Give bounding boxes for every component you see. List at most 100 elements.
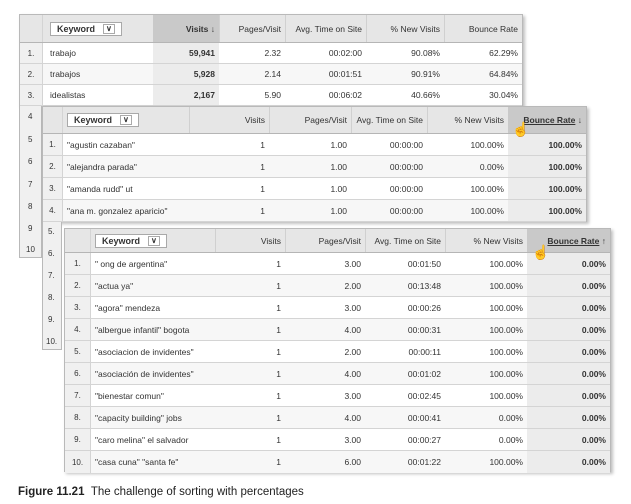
avg-time-value: 00:02:45 <box>407 390 441 401</box>
new-visits-column-header[interactable]: % New Visits <box>427 107 508 133</box>
pages-visit-value: 1.00 <box>330 139 347 150</box>
keyword-link[interactable]: "ana m. gonzalez aparicio" <box>67 205 168 216</box>
keyword-link[interactable]: "casa cuna" "santa fe" <box>95 457 179 467</box>
row-index: 9 <box>28 224 33 233</box>
avg-time-value: 00:01:02 <box>407 368 441 379</box>
row-index: 4. <box>43 200 63 221</box>
keyword-link[interactable]: "asociación de invidentes" <box>95 368 194 379</box>
row-index: 3. <box>20 85 43 105</box>
bounce-rate-header-label: Bounce Rate <box>547 235 600 246</box>
keyword-link[interactable]: idealistas <box>50 90 86 100</box>
table2-hidden-index-column: 5. 6. 7. 8. 9. 10. <box>42 222 62 350</box>
avg-time-value: 00:00:41 <box>407 412 441 423</box>
pages-visit-value: 4.00 <box>344 324 361 335</box>
row-index: 10. <box>46 337 58 346</box>
pages-visit-column-header[interactable]: Pages/Visit <box>219 15 285 42</box>
index-header <box>20 15 43 42</box>
visits-value: 1 <box>260 139 265 150</box>
bounce-rate-value: 0.00% <box>527 429 610 450</box>
avg-time-value: 00:01:50 <box>407 258 441 269</box>
keyword-link[interactable]: trabajos <box>50 69 81 79</box>
table-row: 3. "agora" mendeza 1 3.00 00:00:26 100.0… <box>65 297 610 319</box>
row-index: 10 <box>26 245 35 254</box>
keyword-link[interactable]: "agustin cazaban" <box>67 139 135 150</box>
bounce-rate-value: 0.00% <box>527 297 610 318</box>
chevron-down-icon[interactable]: ∨ <box>120 115 132 125</box>
visits-value: 1 <box>276 434 281 445</box>
table-row: 10. "casa cuna" "santa fe" 1 6.00 00:01:… <box>65 451 610 473</box>
keyword-column-header[interactable]: Keyword ∨ <box>50 15 150 42</box>
row-index: 6. <box>65 363 91 384</box>
keyword-table-visits-sorted: Keyword ∨ Visits ↓ Pages/Visit Avg. Time … <box>19 14 523 106</box>
visits-column-header[interactable]: Visits <box>215 229 285 252</box>
keyword-link[interactable]: "asociacion de invidentes" <box>95 346 194 357</box>
bounce-rate-header-label: Bounce Rate <box>523 115 576 125</box>
table-header-row: Keyword ∨ Visits Pages/Visit Avg. Time on… <box>43 107 586 134</box>
keyword-link[interactable]: "bienestar comun" <box>95 390 164 401</box>
keyword-column-header[interactable]: Keyword ∨ <box>95 229 215 252</box>
keyword-link[interactable]: "alejandra parada" <box>67 161 137 172</box>
pages-visit-value: 4.00 <box>344 412 361 423</box>
chevron-down-icon[interactable]: ∨ <box>148 235 160 246</box>
visits-value: 2,167 <box>153 85 219 105</box>
table-row: 4. "albergue infantil" bogota 1 4.00 00:… <box>65 319 610 341</box>
new-visits-value: 100.00% <box>470 183 504 194</box>
keyword-link[interactable]: "actua ya" <box>95 280 134 291</box>
bounce-rate-column-header[interactable]: Bounce Rate ↓ <box>508 107 586 133</box>
pages-visit-value: 2.00 <box>344 280 361 291</box>
pages-visit-column-header[interactable]: Pages/Visit <box>285 229 365 252</box>
keyword-table-bounce-asc: Keyword ∨ Visits Pages/Visit Avg. Time on… <box>64 228 611 473</box>
bounce-rate-value: 64.84% <box>489 69 518 79</box>
table-header-row: Keyword ∨ Visits Pages/Visit Avg. Time on… <box>65 229 610 253</box>
avg-time-value: 00:01:51 <box>328 69 362 79</box>
visits-column-header[interactable]: Visits ↓ <box>153 15 219 42</box>
keyword-link[interactable]: trabajo <box>50 48 76 58</box>
chevron-down-icon[interactable]: ∨ <box>103 23 115 34</box>
keyword-link[interactable]: "agora" mendeza <box>95 302 161 313</box>
index-header <box>43 107 63 133</box>
avg-time-column-header[interactable]: Avg. Time on Site <box>285 15 366 42</box>
avg-time-column-header[interactable]: Avg. Time on Site <box>365 229 445 252</box>
pages-visit-value: 2.00 <box>344 346 361 357</box>
keyword-link[interactable]: "amanda rudd" ut <box>67 183 133 194</box>
visits-value: 1 <box>276 390 281 401</box>
pages-visit-value: 1.00 <box>330 161 347 172</box>
avg-time-value: 00:00:11 <box>408 346 441 357</box>
row-index: 5. <box>48 227 55 236</box>
bounce-rate-value: 0.00% <box>527 319 610 340</box>
arrow-up-icon: ↑ <box>601 235 606 246</box>
table-row: 1. "agustin cazaban" 1 1.00 00:00:00 100… <box>43 134 586 156</box>
keyword-column-header[interactable]: Keyword ∨ <box>67 107 187 133</box>
arrow-down-icon: ↓ <box>210 23 215 34</box>
bounce-rate-value: 62.29% <box>489 48 518 58</box>
keyword-link[interactable]: "capacity building" jobs <box>95 412 182 423</box>
bounce-rate-column-header[interactable]: Bounce Rate ↑ <box>527 229 610 252</box>
bounce-rate-column-header[interactable]: Bounce Rate <box>444 15 522 42</box>
new-visits-value: 0.00% <box>479 161 504 172</box>
avg-time-value: 00:00:00 <box>389 139 423 150</box>
bounce-rate-value: 0.00% <box>527 385 610 406</box>
pages-visit-value: 6.00 <box>344 457 361 467</box>
row-index: 5 <box>28 135 33 144</box>
table-row: 3. idealistas 2,167 5.90 00:06:02 40.66%… <box>20 85 522 106</box>
keyword-link[interactable]: " ong de argentina" <box>95 258 168 269</box>
avg-time-value: 00:06:02 <box>328 90 362 100</box>
row-index: 8. <box>65 407 91 428</box>
index-header <box>65 229 91 252</box>
visits-column-header[interactable]: Visits <box>189 107 269 133</box>
avg-time-value: 00:02:00 <box>328 48 362 58</box>
keyword-link[interactable]: "caro melina" el salvador <box>95 434 189 445</box>
row-index: 9. <box>48 315 55 324</box>
new-visits-value: 100.00% <box>489 390 523 401</box>
table-row: 2. trabajos 5,928 2.14 00:01:51 90.91% 6… <box>20 64 522 85</box>
new-visits-value: 90.91% <box>411 69 440 79</box>
new-visits-column-header[interactable]: % New Visits <box>366 15 444 42</box>
keyword-link[interactable]: "albergue infantil" bogota <box>95 324 190 335</box>
pages-visit-column-header[interactable]: Pages/Visit <box>269 107 351 133</box>
row-index: 7. <box>65 385 91 406</box>
new-visits-column-header[interactable]: % New Visits <box>445 229 527 252</box>
row-index: 7 <box>28 180 33 189</box>
row-index: 6 <box>28 157 33 166</box>
avg-time-value: 00:00:26 <box>407 302 441 313</box>
avg-time-column-header[interactable]: Avg. Time on Site <box>351 107 427 133</box>
